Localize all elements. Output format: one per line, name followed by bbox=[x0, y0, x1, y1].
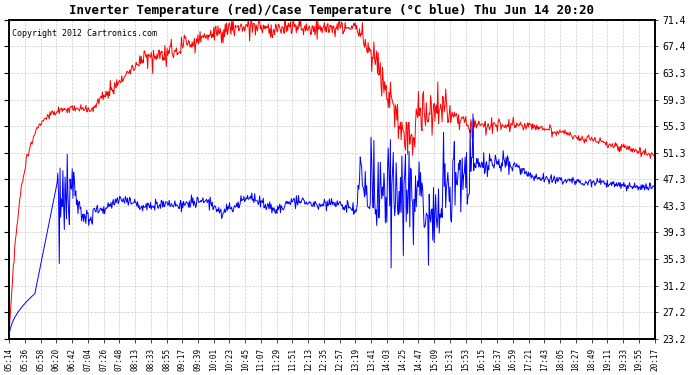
Title: Inverter Temperature (red)/Case Temperature (°C blue) Thu Jun 14 20:20: Inverter Temperature (red)/Case Temperat… bbox=[70, 4, 594, 17]
Text: Copyright 2012 Cartronics.com: Copyright 2012 Cartronics.com bbox=[12, 29, 157, 38]
